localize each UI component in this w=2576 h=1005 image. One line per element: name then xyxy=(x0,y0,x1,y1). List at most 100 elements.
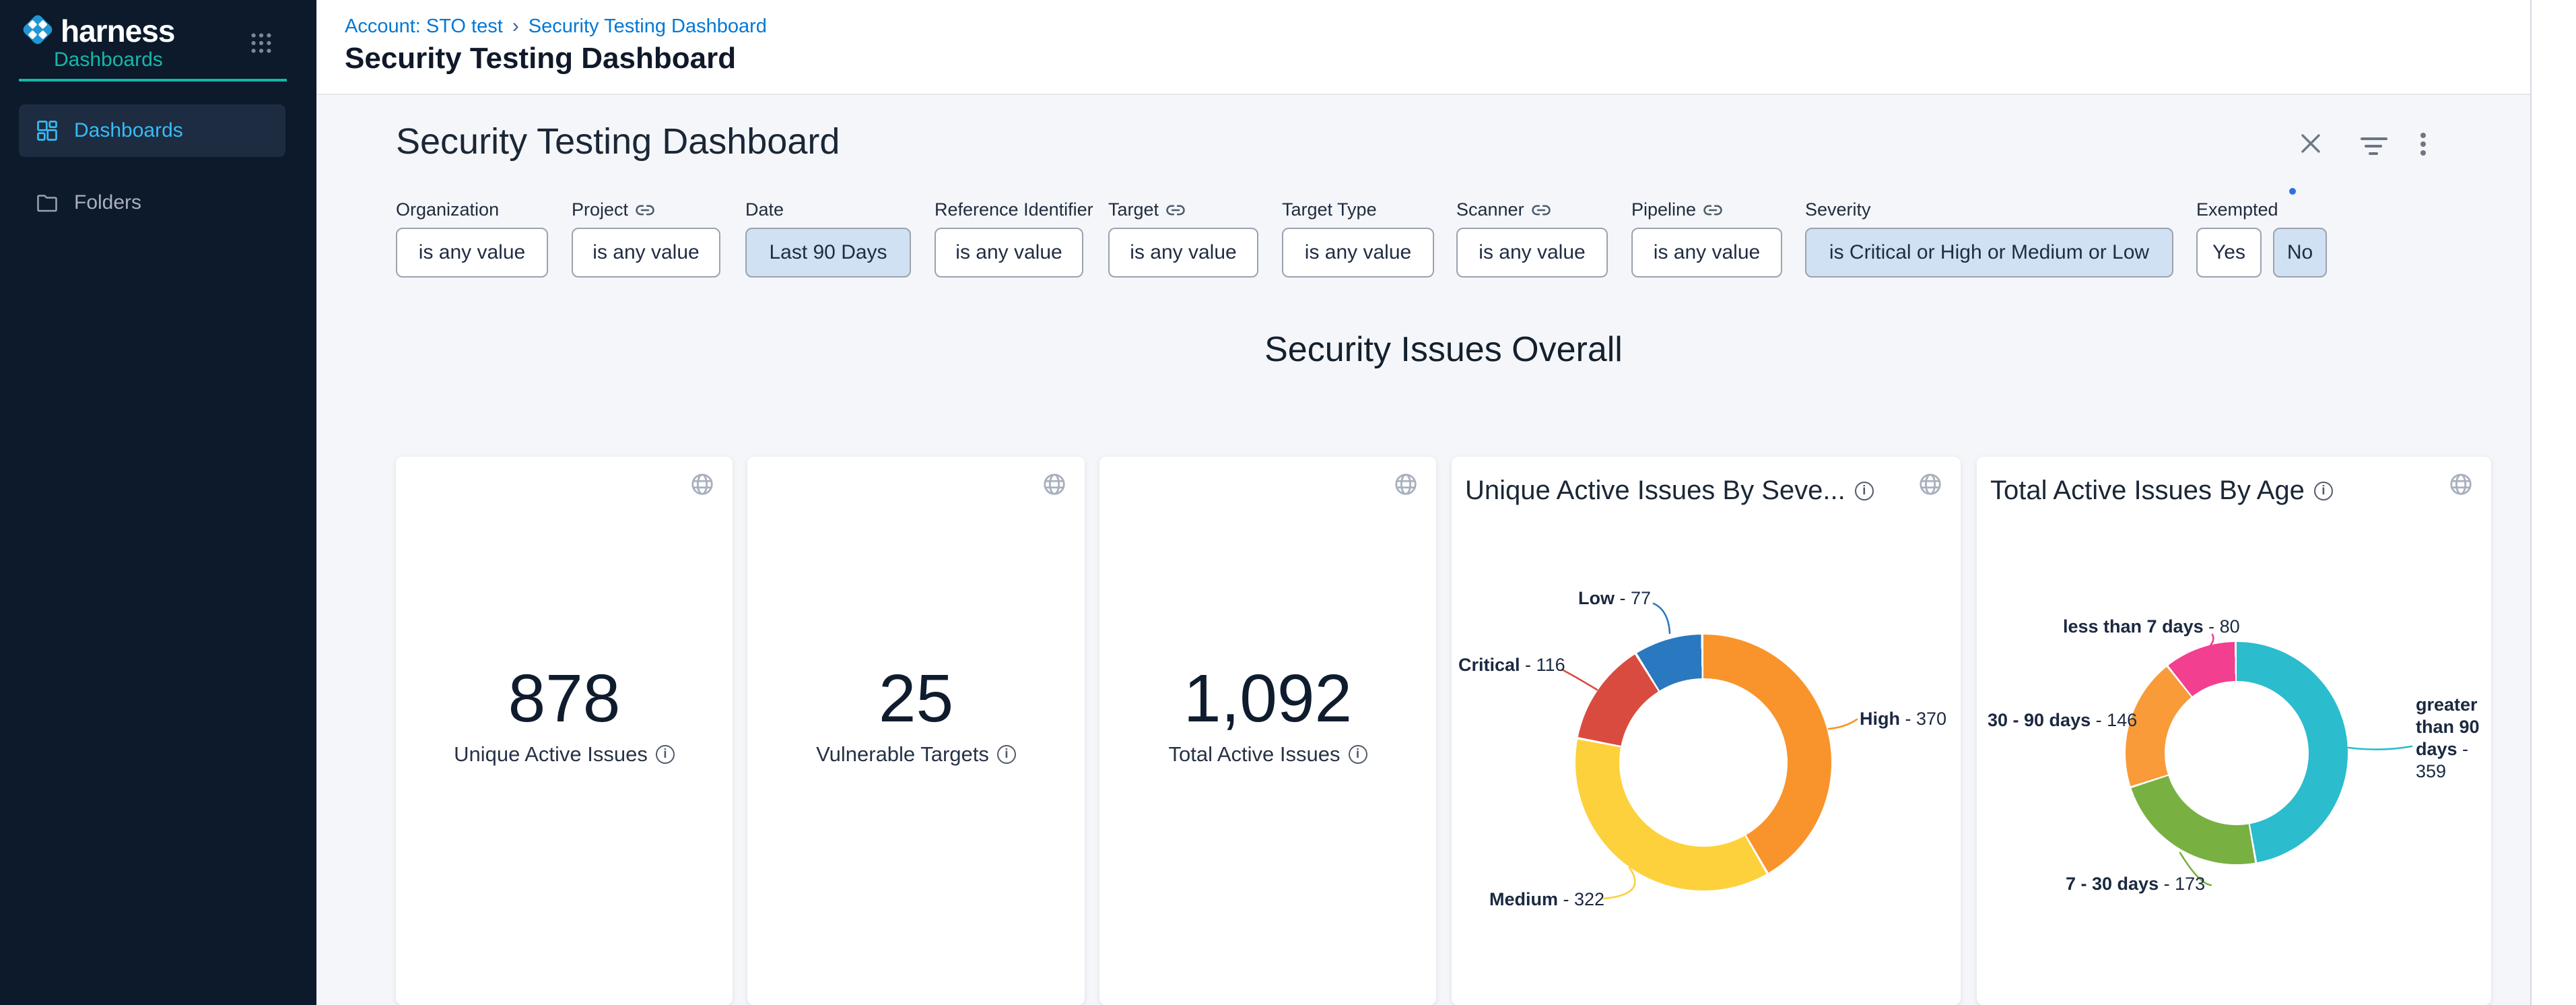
filter-chip-date[interactable]: Last 90 Days xyxy=(745,228,911,278)
info-icon[interactable] xyxy=(2313,481,2333,500)
info-icon[interactable] xyxy=(1348,745,1367,764)
filter-chip-scanner[interactable]: is any value xyxy=(1456,228,1608,278)
filter-chip-exempted-no[interactable]: No xyxy=(2273,228,2327,278)
filter-severity: Severity is Critical or High or Medium or… xyxy=(1805,199,2173,278)
stat-label: Unique Active Issues xyxy=(396,742,733,767)
filter-chip-project[interactable]: is any value xyxy=(572,228,720,278)
filter-label: Reference Identifier xyxy=(935,199,1093,220)
leader-line xyxy=(1602,866,1636,900)
brand-wordmark: harness xyxy=(61,13,175,48)
donut-hole xyxy=(2165,681,2309,825)
folder-icon xyxy=(35,191,59,215)
pie-label-less-than-7-days: less than 7 days - 80 xyxy=(2063,616,2240,637)
stat-label: Total Active Issues xyxy=(1099,742,1436,767)
breadcrumb-dashboard-link[interactable]: Security Testing Dashboard xyxy=(528,15,767,37)
scroll-gutter[interactable] xyxy=(2530,0,2576,1005)
filter-label: Target Type xyxy=(1282,199,1377,220)
filter-exempted: Exempted Yes No xyxy=(2196,199,2327,278)
info-icon[interactable] xyxy=(996,745,1016,764)
filter-label: Scanner xyxy=(1456,199,1551,220)
chart-title: Total Active Issues By Age xyxy=(1990,476,2305,505)
dashboards-grid-icon xyxy=(35,119,59,143)
info-icon[interactable] xyxy=(1854,481,1874,500)
chart-card-issues-by-severity: Unique Active Issues By Seve... High - 3… xyxy=(1452,457,1961,1005)
link-icon[interactable] xyxy=(1165,203,1186,217)
pie-label-greater-than-90-days: greater than 90 days - 359 xyxy=(2416,694,2480,781)
donut-hole xyxy=(1619,678,1788,847)
chart-title-row: Total Active Issues By Age xyxy=(1990,476,2333,506)
filter-chip-severity[interactable]: is Critical or High or Medium or Low xyxy=(1805,228,2173,278)
globe-icon[interactable] xyxy=(1918,472,1943,497)
sidebar: harness Dashboards Dash xyxy=(0,0,316,1005)
filter-chip-pipeline[interactable]: is any value xyxy=(1631,228,1782,278)
filter-label: Date xyxy=(745,199,784,220)
filter-chip-exempted-yes[interactable]: Yes xyxy=(2196,228,2262,278)
stat-value: 1,092 xyxy=(1183,661,1353,736)
stat-card-unique-active-issues: 878 Unique Active Issues xyxy=(396,457,733,1005)
stat-label: Vulnerable Targets xyxy=(747,742,1085,767)
filter-chip-target-type[interactable]: is any value xyxy=(1282,228,1434,278)
leader-line xyxy=(1827,718,1858,730)
chart-card-issues-by-age: Total Active Issues By Age greater than … xyxy=(1977,457,2491,1005)
filter-organization: Organization is any value xyxy=(396,199,548,278)
filter-label: Target xyxy=(1108,199,1186,220)
module-name: Dashboards xyxy=(54,48,163,71)
pie-label-30-90-days: 30 - 90 days - 146 xyxy=(1988,710,2138,730)
filter-reference-identifier: Reference Identifier is any value xyxy=(935,199,1093,278)
breadcrumb: Account: STO test › Security Testing Das… xyxy=(345,15,767,38)
stat-value: 25 xyxy=(878,661,954,736)
breadcrumb-separator: › xyxy=(512,15,519,37)
breadcrumb-account-link[interactable]: Account: STO test xyxy=(345,15,503,37)
filter-label: Pipeline xyxy=(1631,199,1723,220)
pie-label-7-30-days: 7 - 30 days - 173 xyxy=(2066,874,2206,894)
chart-title-row: Unique Active Issues By Seve... xyxy=(1465,476,1874,506)
globe-icon[interactable] xyxy=(1393,472,1419,497)
stat-card-total-active-issues: 1,092 Total Active Issues xyxy=(1099,457,1436,1005)
sidebar-accent-rule xyxy=(19,79,287,82)
harness-diamond-icon xyxy=(20,12,55,51)
globe-icon[interactable] xyxy=(1042,472,1067,497)
app-switcher-grid-icon[interactable] xyxy=(250,32,272,57)
info-icon[interactable] xyxy=(655,745,675,764)
more-options-icon[interactable] xyxy=(2418,131,2428,162)
sidebar-item-label: Folders xyxy=(74,191,142,214)
filter-target-type: Target Type is any value xyxy=(1282,199,1434,278)
pie-label-low: Low - 77 xyxy=(1578,588,1652,608)
dashboard-panel-title: Security Testing Dashboard xyxy=(396,121,840,162)
leader-line xyxy=(1652,602,1671,635)
notification-dot xyxy=(2289,188,2296,195)
section-title: Security Issues Overall xyxy=(1264,330,1623,369)
page-title: Security Testing Dashboard xyxy=(345,42,737,75)
pie-label-high: High - 370 xyxy=(1860,709,1947,729)
filter-chip-reference-identifier[interactable]: is any value xyxy=(935,228,1083,278)
filter-label: Organization xyxy=(396,199,500,220)
link-icon[interactable] xyxy=(1531,203,1551,217)
close-icon[interactable] xyxy=(2299,131,2323,159)
filter-date: Date Last 90 Days xyxy=(745,199,911,278)
filter-icon[interactable] xyxy=(2359,133,2389,163)
globe-icon[interactable] xyxy=(2448,472,2474,497)
donut-chart-age: greater than 90 days - 359 7 - 30 days - … xyxy=(1977,457,2491,1005)
link-icon[interactable] xyxy=(635,203,655,217)
filter-chip-organization[interactable]: is any value xyxy=(396,228,548,278)
top-bar: Account: STO test › Security Testing Das… xyxy=(316,0,2576,95)
filter-project: Project is any value xyxy=(572,199,720,278)
filter-pipeline: Pipeline is any value xyxy=(1631,199,1782,278)
sidebar-item-dashboards[interactable]: Dashboards xyxy=(19,104,285,157)
dashboard-content: Security Testing Dashboard Organization i… xyxy=(316,95,2529,1005)
stat-value: 878 xyxy=(508,661,621,736)
filter-chip-target[interactable]: is any value xyxy=(1108,228,1258,278)
link-icon[interactable] xyxy=(1703,203,1723,217)
leader-line xyxy=(1561,668,1598,691)
donut-chart-severity: High - 370 Medium - 322 Critical - 116 Low … xyxy=(1452,457,1961,1005)
filter-target: Target is any value xyxy=(1108,199,1258,278)
sidebar-item-label: Dashboards xyxy=(74,119,183,141)
filter-row: Organization is any value Project is any va… xyxy=(316,199,2529,287)
globe-icon[interactable] xyxy=(689,472,715,497)
sidebar-item-folders[interactable]: Folders xyxy=(19,176,285,229)
stat-card-vulnerable-targets: 25 Vulnerable Targets xyxy=(747,457,1085,1005)
filter-label: Project xyxy=(572,199,655,220)
chart-title: Unique Active Issues By Seve... xyxy=(1465,476,1845,505)
harness-logo[interactable]: harness xyxy=(20,12,175,51)
filter-scanner: Scanner is any value xyxy=(1456,199,1608,278)
